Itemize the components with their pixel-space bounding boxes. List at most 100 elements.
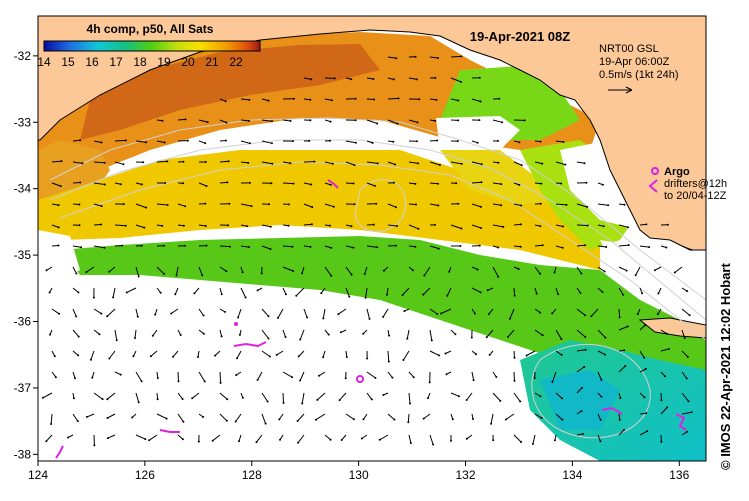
current-arrow-head (551, 312, 553, 314)
current-arrow-head (602, 184, 604, 186)
current-arrow-head (434, 224, 436, 226)
current-arrow-head (450, 440, 452, 442)
current-arrow-head (497, 247, 499, 249)
current-arrow-head (226, 122, 228, 124)
current-arrow-head (355, 119, 357, 121)
current-arrow-head (395, 206, 397, 208)
current-arrow (178, 372, 179, 381)
current-arrow-head (154, 314, 156, 316)
current-arrow-head (160, 292, 162, 294)
current-arrow-head (492, 439, 494, 441)
current-arrow-head (562, 141, 564, 143)
current-arrow-head (184, 205, 186, 207)
current-arrow-head (645, 368, 647, 370)
current-arrow-head (561, 397, 563, 399)
current-arrow-head (628, 244, 630, 246)
current-arrow-head (480, 101, 482, 103)
current-arrow-head (85, 271, 87, 273)
current-arrow-head (437, 205, 439, 207)
current-arrow-head (249, 182, 251, 184)
current-arrow-head (604, 271, 606, 273)
current-arrow-head (152, 335, 154, 337)
current-arrow-head (382, 394, 384, 396)
current-arrow-head (226, 181, 228, 183)
current-arrow-head (277, 317, 279, 319)
current-arrow-head (498, 98, 500, 100)
current-arrow-head (60, 185, 62, 187)
current-arrow-head (77, 420, 79, 422)
current-arrow-head (329, 140, 331, 142)
current-arrow-head (142, 161, 144, 163)
current-arrow-head (145, 207, 147, 209)
current-arrow-head (77, 291, 79, 293)
current-arrow-head (497, 140, 499, 142)
current-arrow-head (361, 438, 363, 440)
current-arrow-head (689, 314, 691, 316)
current-arrow-head (619, 397, 621, 399)
current-arrow-head (371, 398, 373, 400)
current-arrow-head (81, 162, 83, 164)
lat-tick-label: -37 (14, 381, 32, 395)
current-arrow-head (79, 182, 81, 184)
current-arrow-head (417, 162, 419, 164)
current-arrow-head (414, 183, 416, 185)
current-arrow-head (366, 358, 368, 360)
current-arrow-head (268, 315, 270, 317)
current-arrow-head (582, 433, 584, 435)
current-arrow-head (507, 336, 509, 338)
current-arrow (220, 246, 230, 247)
map-plot-area (38, 16, 706, 461)
current-arrow-head (306, 316, 308, 318)
current-arrow-head (364, 273, 366, 275)
current-arrow (388, 98, 399, 99)
current-arrow-head (540, 183, 542, 185)
current-arrow (514, 351, 515, 358)
current-arrow-head (79, 224, 81, 226)
current-arrow-head (271, 163, 273, 165)
lat-tick-label: -36 (14, 315, 32, 329)
current-arrow (514, 246, 521, 247)
current-arrow-head (509, 318, 511, 320)
current-arrow-head (436, 140, 438, 142)
current-arrow-head (237, 317, 239, 319)
current-arrow-head (322, 356, 324, 358)
argo-legend-label: Argo (664, 166, 690, 178)
current-arrow-head (182, 182, 184, 184)
current-arrow-head (542, 244, 544, 246)
current-arrow-head (328, 334, 330, 336)
current-arrow-head (406, 338, 408, 340)
current-arrow-head (403, 310, 405, 312)
current-arrow-head (91, 377, 93, 379)
current-arrow (514, 224, 521, 225)
current-arrow-head (50, 423, 52, 425)
current-arrow-head (391, 377, 393, 379)
current-arrow-head (585, 349, 587, 351)
colorbar-tick-label: 21 (205, 55, 219, 69)
current-arrow-head (269, 356, 271, 358)
current-arrow-head (77, 354, 79, 356)
current-arrow-head (477, 269, 479, 271)
current-arrow-head (220, 382, 222, 384)
current-arrow-head (239, 334, 241, 336)
current-arrow-head (121, 245, 123, 247)
current-arrow-head (141, 183, 143, 185)
current-arrow-head (176, 274, 178, 276)
current-arrow-head (624, 365, 626, 367)
current-arrow-head (162, 120, 164, 122)
current-arrow-head (457, 203, 459, 205)
current-arrow-head (212, 440, 214, 442)
current-arrow (619, 309, 620, 317)
current-arrow-head (86, 416, 88, 418)
current-arrow-head (75, 273, 77, 275)
current-arrow-head (308, 140, 310, 142)
current-arrow-head (191, 397, 193, 399)
current-arrow-head (74, 377, 76, 379)
current-arrow-head (58, 245, 60, 247)
colorbar-tick-label: 20 (181, 55, 195, 69)
current-arrow-head (270, 182, 272, 184)
current-arrow-head (58, 226, 60, 228)
current-arrow-head (291, 376, 293, 378)
current-arrow-head (584, 314, 586, 316)
current-arrow-head (480, 181, 482, 183)
current-arrow-head (229, 246, 231, 248)
